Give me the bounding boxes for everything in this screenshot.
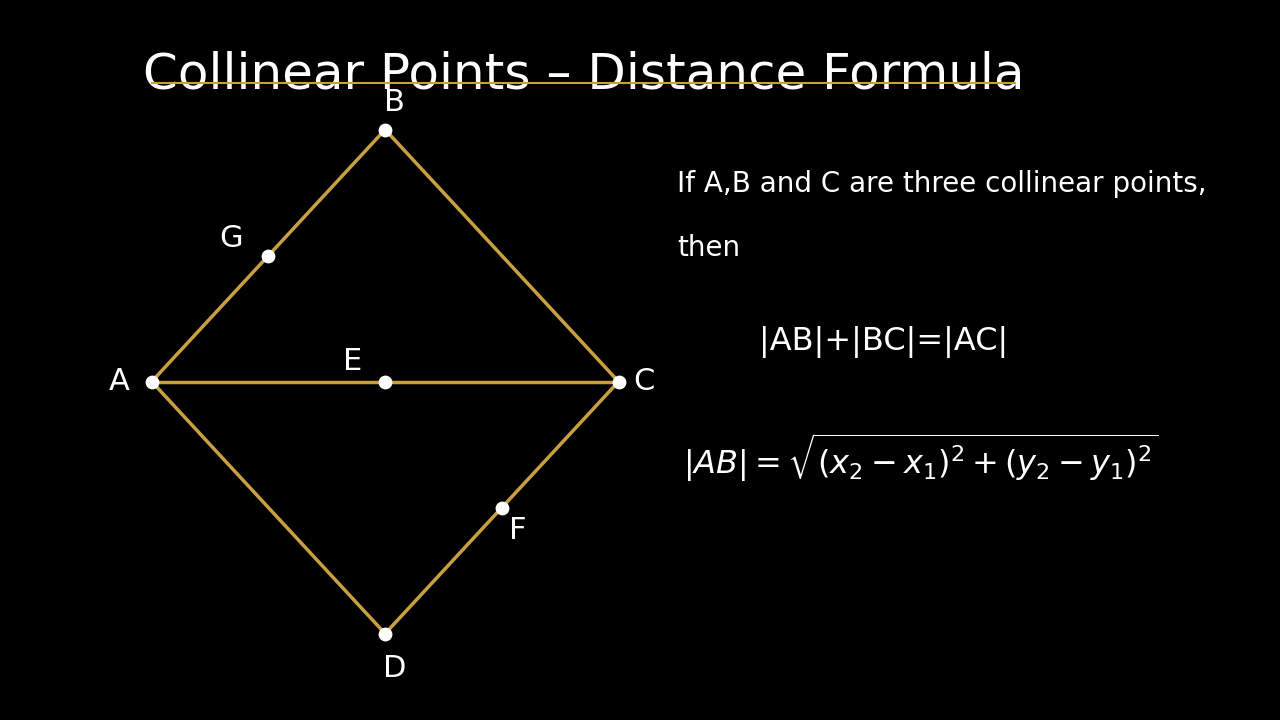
Text: $|AB|=\sqrt{(x_2-x_1)^2+(y_2-y_1)^2}$: $|AB|=\sqrt{(x_2-x_1)^2+(y_2-y_1)^2}$ (682, 431, 1158, 484)
Text: E: E (343, 347, 362, 376)
Point (142, 376, 163, 387)
Text: G: G (219, 224, 243, 253)
Text: then: then (677, 235, 740, 262)
Text: B: B (384, 88, 404, 117)
Text: |AB|+|BC|=|AC|: |AB|+|BC|=|AC| (759, 326, 1007, 358)
Point (375, 628, 396, 639)
Text: Collinear Points – Distance Formula: Collinear Points – Distance Formula (143, 50, 1024, 99)
Point (259, 250, 279, 261)
Text: If A,B and C are three collinear points,: If A,B and C are three collinear points, (677, 170, 1207, 197)
Point (375, 376, 396, 387)
Text: C: C (634, 367, 655, 396)
Text: D: D (383, 654, 406, 683)
Point (608, 376, 628, 387)
Point (375, 124, 396, 135)
Point (492, 502, 512, 513)
Text: A: A (109, 367, 129, 396)
Text: F: F (509, 516, 527, 545)
